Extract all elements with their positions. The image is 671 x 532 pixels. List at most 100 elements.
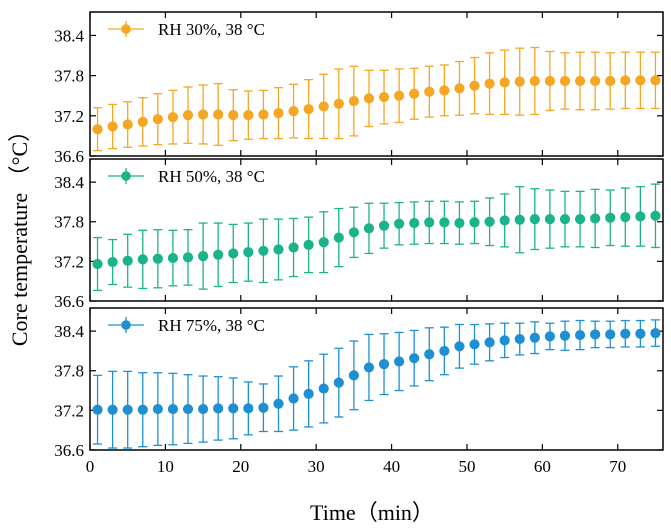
panel-frame <box>89 11 664 157</box>
data-point <box>213 403 224 414</box>
x-tick-label: 20 <box>232 457 249 476</box>
data-point <box>529 332 540 343</box>
data-point <box>258 402 269 413</box>
data-point <box>318 383 329 394</box>
data-point <box>394 356 405 367</box>
data-point <box>590 329 601 340</box>
data-point <box>122 404 133 415</box>
x-tick-label: 30 <box>308 457 325 476</box>
data-point <box>605 329 616 340</box>
data-point <box>92 404 103 415</box>
data-point <box>152 403 163 415</box>
data-point <box>273 244 284 255</box>
legend-label: RH 50%, 38 °C <box>158 167 265 186</box>
data-point <box>228 110 239 121</box>
data-point <box>228 248 239 259</box>
data-point <box>574 75 586 87</box>
data-point <box>348 95 359 107</box>
chart-panels: 36.6 37.2 37.8 38.4 RH 30%, 38 °C 36.6 37.2 37.… <box>54 11 664 460</box>
data-point <box>167 403 179 415</box>
data-point <box>288 393 299 404</box>
data-point <box>574 214 586 225</box>
data-point <box>107 256 118 268</box>
data-point <box>122 255 133 266</box>
data-point <box>228 403 239 414</box>
data-point <box>574 329 586 341</box>
data-point <box>137 404 148 415</box>
data-point <box>378 359 390 370</box>
data-point <box>499 77 510 88</box>
legend-marker <box>121 171 131 181</box>
data-point <box>303 239 314 250</box>
data-point <box>409 217 420 229</box>
data-point <box>333 98 344 109</box>
x-tick-label: 40 <box>383 457 400 476</box>
panel-frame <box>89 158 664 302</box>
data-point <box>288 242 299 253</box>
data-point <box>514 214 525 225</box>
x-tick-label: 0 <box>86 457 95 476</box>
data-point <box>152 114 163 125</box>
data-point <box>92 124 103 135</box>
data-point <box>650 327 661 339</box>
legend: RH 30%, 38 °C <box>108 20 265 39</box>
data-point <box>363 223 375 234</box>
data-point <box>258 109 269 120</box>
data-point <box>544 75 556 87</box>
data-point <box>559 214 571 225</box>
y-tick-label: 37.8 <box>54 67 84 86</box>
panel-frame <box>89 307 664 451</box>
data-point <box>620 75 631 86</box>
data-point <box>544 331 556 342</box>
x-tick-label: 50 <box>458 457 475 476</box>
data-point <box>243 403 254 414</box>
data-point <box>213 249 224 260</box>
data-point <box>484 216 495 227</box>
data-point <box>107 404 118 415</box>
data-point <box>288 106 299 117</box>
data-point <box>559 330 571 341</box>
y-tick-label: 38.4 <box>54 26 84 45</box>
x-axis-title: Time（min） <box>310 500 434 525</box>
data-point <box>469 339 480 350</box>
y-tick-label: 37.2 <box>54 252 84 271</box>
data-point <box>363 362 375 373</box>
data-point <box>182 110 194 121</box>
data-point <box>454 341 465 352</box>
data-point <box>122 119 133 130</box>
y-tick-label: 38.4 <box>54 173 84 192</box>
y-axis-title: Core temperature （°C） <box>7 120 32 346</box>
data-point <box>378 220 390 231</box>
data-point <box>544 214 556 225</box>
data-point <box>499 335 510 346</box>
data-point <box>559 75 571 87</box>
data-point <box>152 253 163 264</box>
data-point <box>303 388 314 399</box>
data-point <box>424 217 435 228</box>
data-point <box>333 232 344 243</box>
y-tick-label: 37.2 <box>54 401 84 420</box>
y-tick-label: 37.8 <box>54 213 84 232</box>
legend-label: RH 30%, 38 °C <box>158 20 265 39</box>
data-point <box>605 212 616 223</box>
data-point <box>273 108 284 119</box>
x-tick-label: 10 <box>157 457 174 476</box>
x-axis-ticks: 0 10 20 30 40 50 60 70 <box>86 457 627 476</box>
data-point <box>107 121 118 132</box>
data-point <box>454 217 465 229</box>
data-point <box>484 337 495 348</box>
x-tick-label: 70 <box>609 457 626 476</box>
legend: RH 50%, 38 °C <box>108 167 265 186</box>
data-point <box>424 349 435 360</box>
data-point <box>394 218 405 229</box>
data-point <box>137 116 148 127</box>
data-point <box>197 403 209 415</box>
data-point <box>635 328 646 339</box>
panel-3: 36.6 37.2 37.8 38.4 RH 75%, 38 °C <box>54 307 664 460</box>
data-point <box>182 403 194 415</box>
data-point <box>635 75 646 86</box>
data-point <box>273 398 284 409</box>
data-point <box>92 258 103 270</box>
data-point <box>378 91 390 103</box>
